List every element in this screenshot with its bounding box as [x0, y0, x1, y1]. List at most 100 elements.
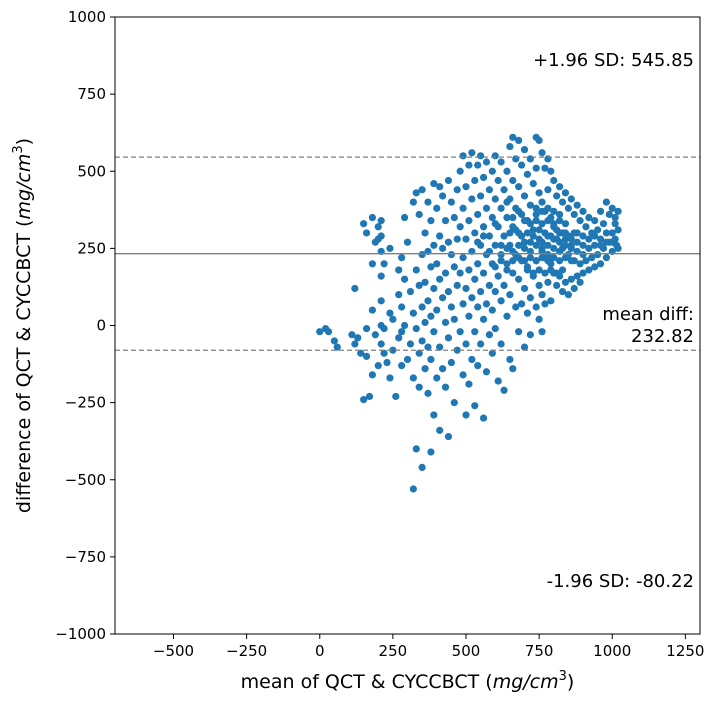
data-point [482, 368, 491, 376]
data-point [398, 303, 406, 311]
data-point [588, 254, 596, 262]
data-point [538, 254, 546, 262]
data-point [509, 257, 517, 265]
data-point [436, 426, 444, 434]
data-point [450, 263, 458, 271]
data-point [447, 303, 455, 311]
data-point [550, 176, 558, 185]
data-point [415, 349, 423, 357]
data-point [591, 241, 599, 249]
data-point [377, 297, 385, 305]
data-point [523, 229, 532, 237]
data-point [424, 343, 432, 351]
data-point [535, 315, 543, 323]
data-point [471, 275, 479, 283]
data-point [482, 300, 491, 308]
data-point [532, 217, 540, 225]
data-point [596, 235, 605, 243]
data-point [468, 355, 476, 364]
data-point [430, 179, 438, 188]
data-point [444, 238, 453, 246]
data-point [544, 155, 552, 163]
data-point [368, 306, 376, 314]
data-point [380, 349, 388, 357]
data-point [421, 365, 429, 373]
data-point [374, 223, 382, 231]
data-point [512, 226, 520, 234]
data-point [500, 281, 508, 289]
data-point [553, 269, 561, 277]
data-point [503, 266, 511, 274]
data-point [444, 287, 453, 296]
data-point [386, 309, 394, 317]
data-point [509, 176, 517, 185]
data-point [465, 161, 473, 169]
y-tick-label: 1000 [68, 8, 106, 26]
data-point [553, 281, 561, 289]
data-point [602, 198, 611, 206]
data-point [594, 226, 602, 234]
data-point [465, 312, 473, 320]
data-point [497, 250, 505, 259]
data-point [544, 257, 552, 265]
data-point [471, 328, 479, 336]
data-point [436, 275, 444, 283]
data-point [360, 395, 368, 404]
data-point [506, 291, 514, 299]
data-point [360, 220, 368, 228]
data-point [485, 281, 493, 289]
data-point [503, 213, 511, 222]
data-point [500, 232, 508, 240]
data-point [433, 306, 441, 314]
data-point [427, 312, 435, 320]
x-tick-label: −250 [226, 642, 267, 660]
data-point [596, 207, 605, 215]
data-point [573, 201, 581, 209]
data-point [547, 266, 555, 274]
x-tick-label: −500 [153, 642, 194, 660]
data-point [512, 155, 520, 163]
data-point [550, 220, 558, 228]
data-point [532, 303, 540, 311]
data-point [582, 223, 590, 231]
data-point [576, 260, 584, 268]
x-tick-label: 0 [315, 642, 325, 660]
data-point [462, 284, 470, 293]
data-point [357, 349, 365, 357]
y-axis-title: difference of QCT & CYCCBCT (mg/cm3) [11, 138, 35, 513]
x-tick-label: 250 [379, 642, 408, 660]
data-point [333, 343, 341, 351]
data-point [392, 392, 400, 401]
data-point [567, 244, 575, 252]
data-point [354, 334, 362, 342]
y-axis-title-suffix: ) [13, 138, 35, 145]
data-point [538, 291, 546, 299]
data-point [556, 238, 564, 246]
y-tick-label: −500 [65, 471, 106, 489]
data-point [550, 254, 558, 262]
data-point [465, 380, 473, 388]
data-point [538, 198, 546, 206]
data-point [529, 226, 537, 234]
data-point [550, 244, 558, 252]
data-point [439, 192, 447, 200]
y-tick-label: −750 [65, 548, 106, 566]
data-point [477, 287, 485, 296]
data-point [424, 297, 432, 305]
data-point [591, 263, 599, 271]
mean-diff-label-line2: 232.82 [631, 326, 694, 347]
data-point [468, 149, 476, 157]
data-point [474, 260, 482, 268]
data-point [351, 284, 359, 293]
x-tick-label: 1250 [666, 642, 704, 660]
data-point [436, 183, 444, 191]
data-point [433, 374, 441, 382]
x-axis-title-prefix: mean of QCT & CYCCBCT ( [241, 671, 493, 693]
data-point [471, 176, 479, 185]
data-point [491, 324, 499, 333]
data-point [579, 232, 587, 240]
data-point [377, 272, 385, 280]
data-point [465, 266, 473, 274]
data-point [526, 220, 534, 228]
upper-loa-label: +1.96 SD: 545.85 [533, 50, 694, 71]
